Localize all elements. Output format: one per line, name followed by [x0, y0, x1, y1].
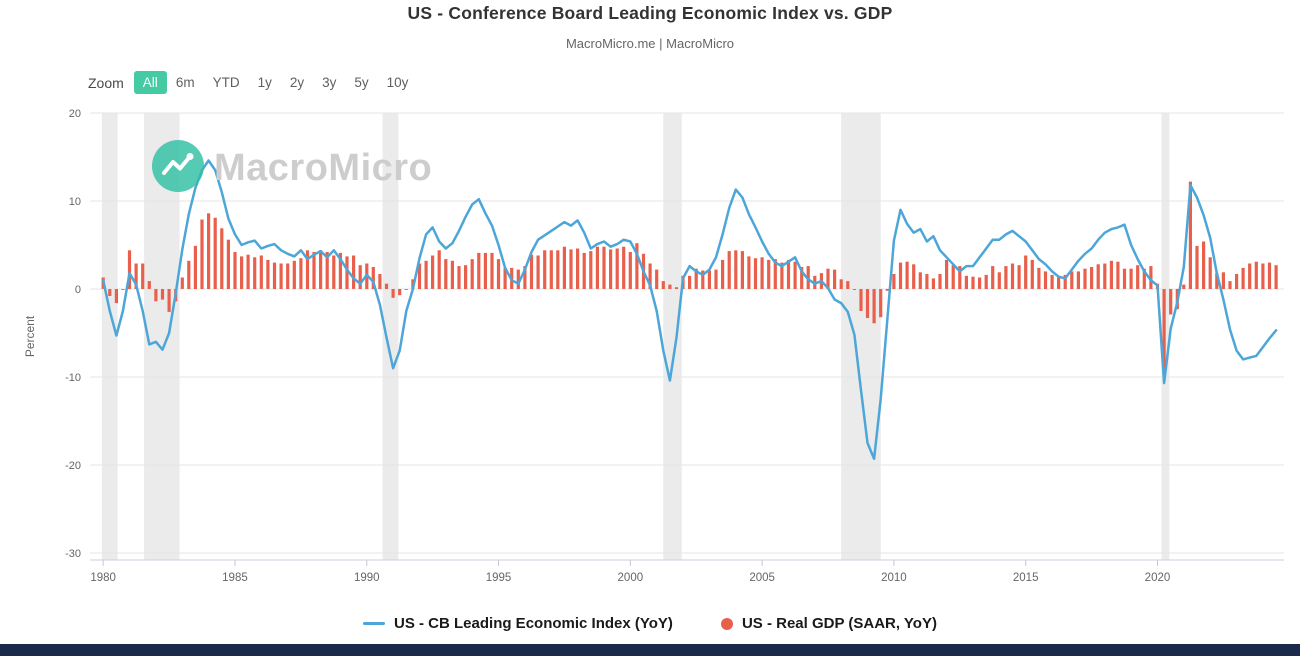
legend-item-lei[interactable]: US - CB Leading Economic Index (YoY) [363, 615, 673, 632]
range-button-6m[interactable]: 6m [167, 71, 204, 94]
range-button-2y[interactable]: 2y [281, 71, 313, 94]
zoom-label: Zoom [88, 74, 124, 91]
lei-line[interactable] [101, 159, 1278, 461]
legend-item-gdp[interactable]: US - Real GDP (SAAR, YoY) [720, 615, 937, 632]
y-axis-title: Percent [23, 315, 37, 357]
svg-text:2005: 2005 [749, 572, 775, 584]
svg-text:10: 10 [69, 196, 81, 208]
range-toolbar: Zoom All 6m YTD 1y 2y 3y 5y 10y [88, 71, 417, 94]
chart-subtitle: MacroMicro.me | MacroMicro [565, 36, 735, 51]
range-button-3y[interactable]: 3y [313, 71, 345, 94]
svg-text:1995: 1995 [486, 572, 512, 584]
chart-legend: US - CB Leading Economic Index (YoY) US … [0, 615, 1300, 632]
footer-bar [0, 644, 1300, 656]
svg-text:0: 0 [75, 284, 81, 296]
y-axis-labels: 20 10 0 -10 -20 -30 [65, 108, 81, 560]
svg-text:1980: 1980 [90, 572, 116, 584]
gdp-bars[interactable] [101, 181, 1278, 370]
range-button-all[interactable]: All [133, 71, 167, 94]
lei-line-marker-icon [363, 622, 386, 625]
legend-label-gdp: US - Real GDP (SAAR, YoY) [741, 615, 937, 632]
legend-label-lei: US - CB Leading Economic Index (YoY) [394, 615, 673, 632]
recession-bands [101, 113, 1170, 560]
svg-text:20: 20 [69, 108, 81, 120]
svg-text:1990: 1990 [354, 572, 380, 584]
gdp-dot-marker-icon [720, 617, 733, 630]
svg-text:2000: 2000 [618, 572, 644, 584]
svg-text:2020: 2020 [1145, 572, 1171, 584]
range-button-ytd[interactable]: YTD [204, 71, 249, 94]
svg-text:2015: 2015 [1013, 572, 1039, 584]
range-button-10y[interactable]: 10y [378, 71, 418, 94]
svg-text:1985: 1985 [222, 572, 248, 584]
svg-text:-10: -10 [65, 372, 81, 384]
x-axis: 1980 1985 1990 1995 2000 2005 2010 2015 2020 [90, 559, 1284, 584]
range-buttons: All 6m YTD 1y 2y 3y 5y 10y [133, 71, 418, 94]
svg-text:-20: -20 [65, 460, 81, 472]
range-button-5y[interactable]: 5y [345, 71, 377, 94]
y-gridlines [90, 112, 1284, 554]
svg-text:2010: 2010 [881, 572, 907, 584]
svg-text:Percent: Percent [23, 315, 37, 357]
svg-text:-30: -30 [65, 548, 81, 560]
chart-title: US - Conference Board Leading Economic I… [407, 3, 893, 23]
range-button-1y[interactable]: 1y [249, 71, 281, 94]
